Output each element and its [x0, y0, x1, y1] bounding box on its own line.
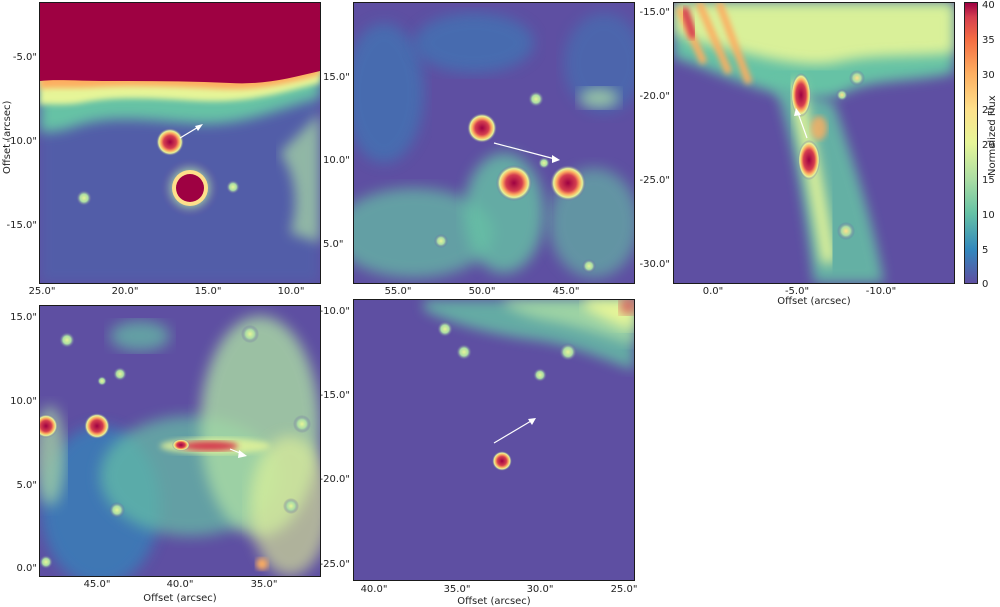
panel-3-xtick: -5.0" — [784, 286, 810, 297]
panel-2-ytick: 10.0" — [323, 155, 350, 166]
panel-5-ytick: -25.0" — [319, 559, 350, 570]
panel-5-ytick: -20.0" — [319, 474, 350, 485]
panel-2-ytick: 5.0" — [323, 239, 344, 250]
panel-1-xtick: 15.0" — [194, 286, 222, 297]
image-panel-1 — [39, 2, 321, 284]
panel-4-xtick: 45.0" — [83, 579, 111, 590]
image-panel-5 — [353, 299, 635, 581]
panel-4-xtick: 40.0" — [166, 579, 194, 590]
colorbar-label: Normalized Flux — [987, 95, 998, 176]
panel-3-xlabel: Offset (arcsec) — [777, 296, 851, 307]
panel-4-ytick: 15.0" — [10, 312, 37, 323]
panel-1-xtick: 10.0" — [277, 286, 305, 297]
flux-map-3 — [674, 3, 954, 283]
colorbar-tick: 0 — [982, 279, 989, 290]
panel-3-ytick: -20.0" — [639, 91, 670, 102]
image-panel-3 — [673, 2, 955, 284]
panel-5-ytick: -15.0" — [319, 390, 350, 401]
panel-1-ytick: -15.0" — [6, 220, 37, 231]
panel-3-ytick: -25.0" — [639, 175, 670, 186]
image-panel-2 — [353, 2, 635, 284]
colorbar-tick: 5 — [982, 245, 989, 256]
colorbar-tick: 15 — [982, 175, 995, 186]
panel-3-xtick: -10.0" — [865, 286, 897, 297]
panel-2-xtick: 45.0" — [552, 286, 580, 297]
panel-2-ytick: 15.0" — [323, 72, 350, 83]
panel-4-xtick: 35.0" — [250, 579, 278, 590]
panel-1-ytick: -10.0" — [6, 136, 37, 147]
panel-2-xtick: 50.0" — [468, 286, 496, 297]
panel-1-ylabel: Offset (arcsec) — [2, 100, 13, 174]
flux-map-4 — [40, 316, 320, 576]
panel-1-xtick: 25.0" — [28, 286, 56, 297]
colorbar-tick: 40 — [982, 0, 995, 11]
panel-4-ytick: 5.0" — [16, 480, 37, 491]
panel-5-xtick: 40.0" — [360, 584, 388, 595]
panel-1-xtick: 20.0" — [111, 286, 139, 297]
colorbar-tick: 35 — [982, 35, 995, 46]
colorbar-tick: 25 — [982, 105, 995, 116]
flux-map-5 — [424, 300, 634, 471]
panel-4-xlabel: Offset (arcsec) — [143, 593, 217, 604]
colorbar — [964, 2, 978, 284]
panel-5-xtick: 30.0" — [526, 584, 554, 595]
panel-5-xlabel: Offset (arcsec) — [457, 596, 531, 607]
colorbar-tick: 20 — [982, 140, 995, 151]
image-panel-4 — [39, 305, 321, 577]
panel-5-ytick: -10.0" — [319, 306, 350, 317]
panel-2-xtick: 55.0" — [384, 286, 412, 297]
panel-3-ytick: -30.0" — [639, 259, 670, 270]
panel-5-xtick: 25.0" — [610, 584, 638, 595]
panel-3-xtick: 0.0" — [702, 286, 724, 297]
panel-1-ytick: -5.0" — [12, 52, 37, 63]
colorbar-tick: 30 — [982, 70, 995, 81]
panel-3-ytick: -15.0" — [639, 7, 670, 18]
panel-5-xtick: 35.0" — [443, 584, 471, 595]
panel-4-ytick: 10.0" — [10, 396, 37, 407]
flux-map-2 — [354, 13, 634, 278]
panel-4-ytick: 0.0" — [16, 563, 37, 574]
colorbar-tick: 10 — [982, 210, 995, 221]
flux-map-1 — [40, 3, 320, 283]
